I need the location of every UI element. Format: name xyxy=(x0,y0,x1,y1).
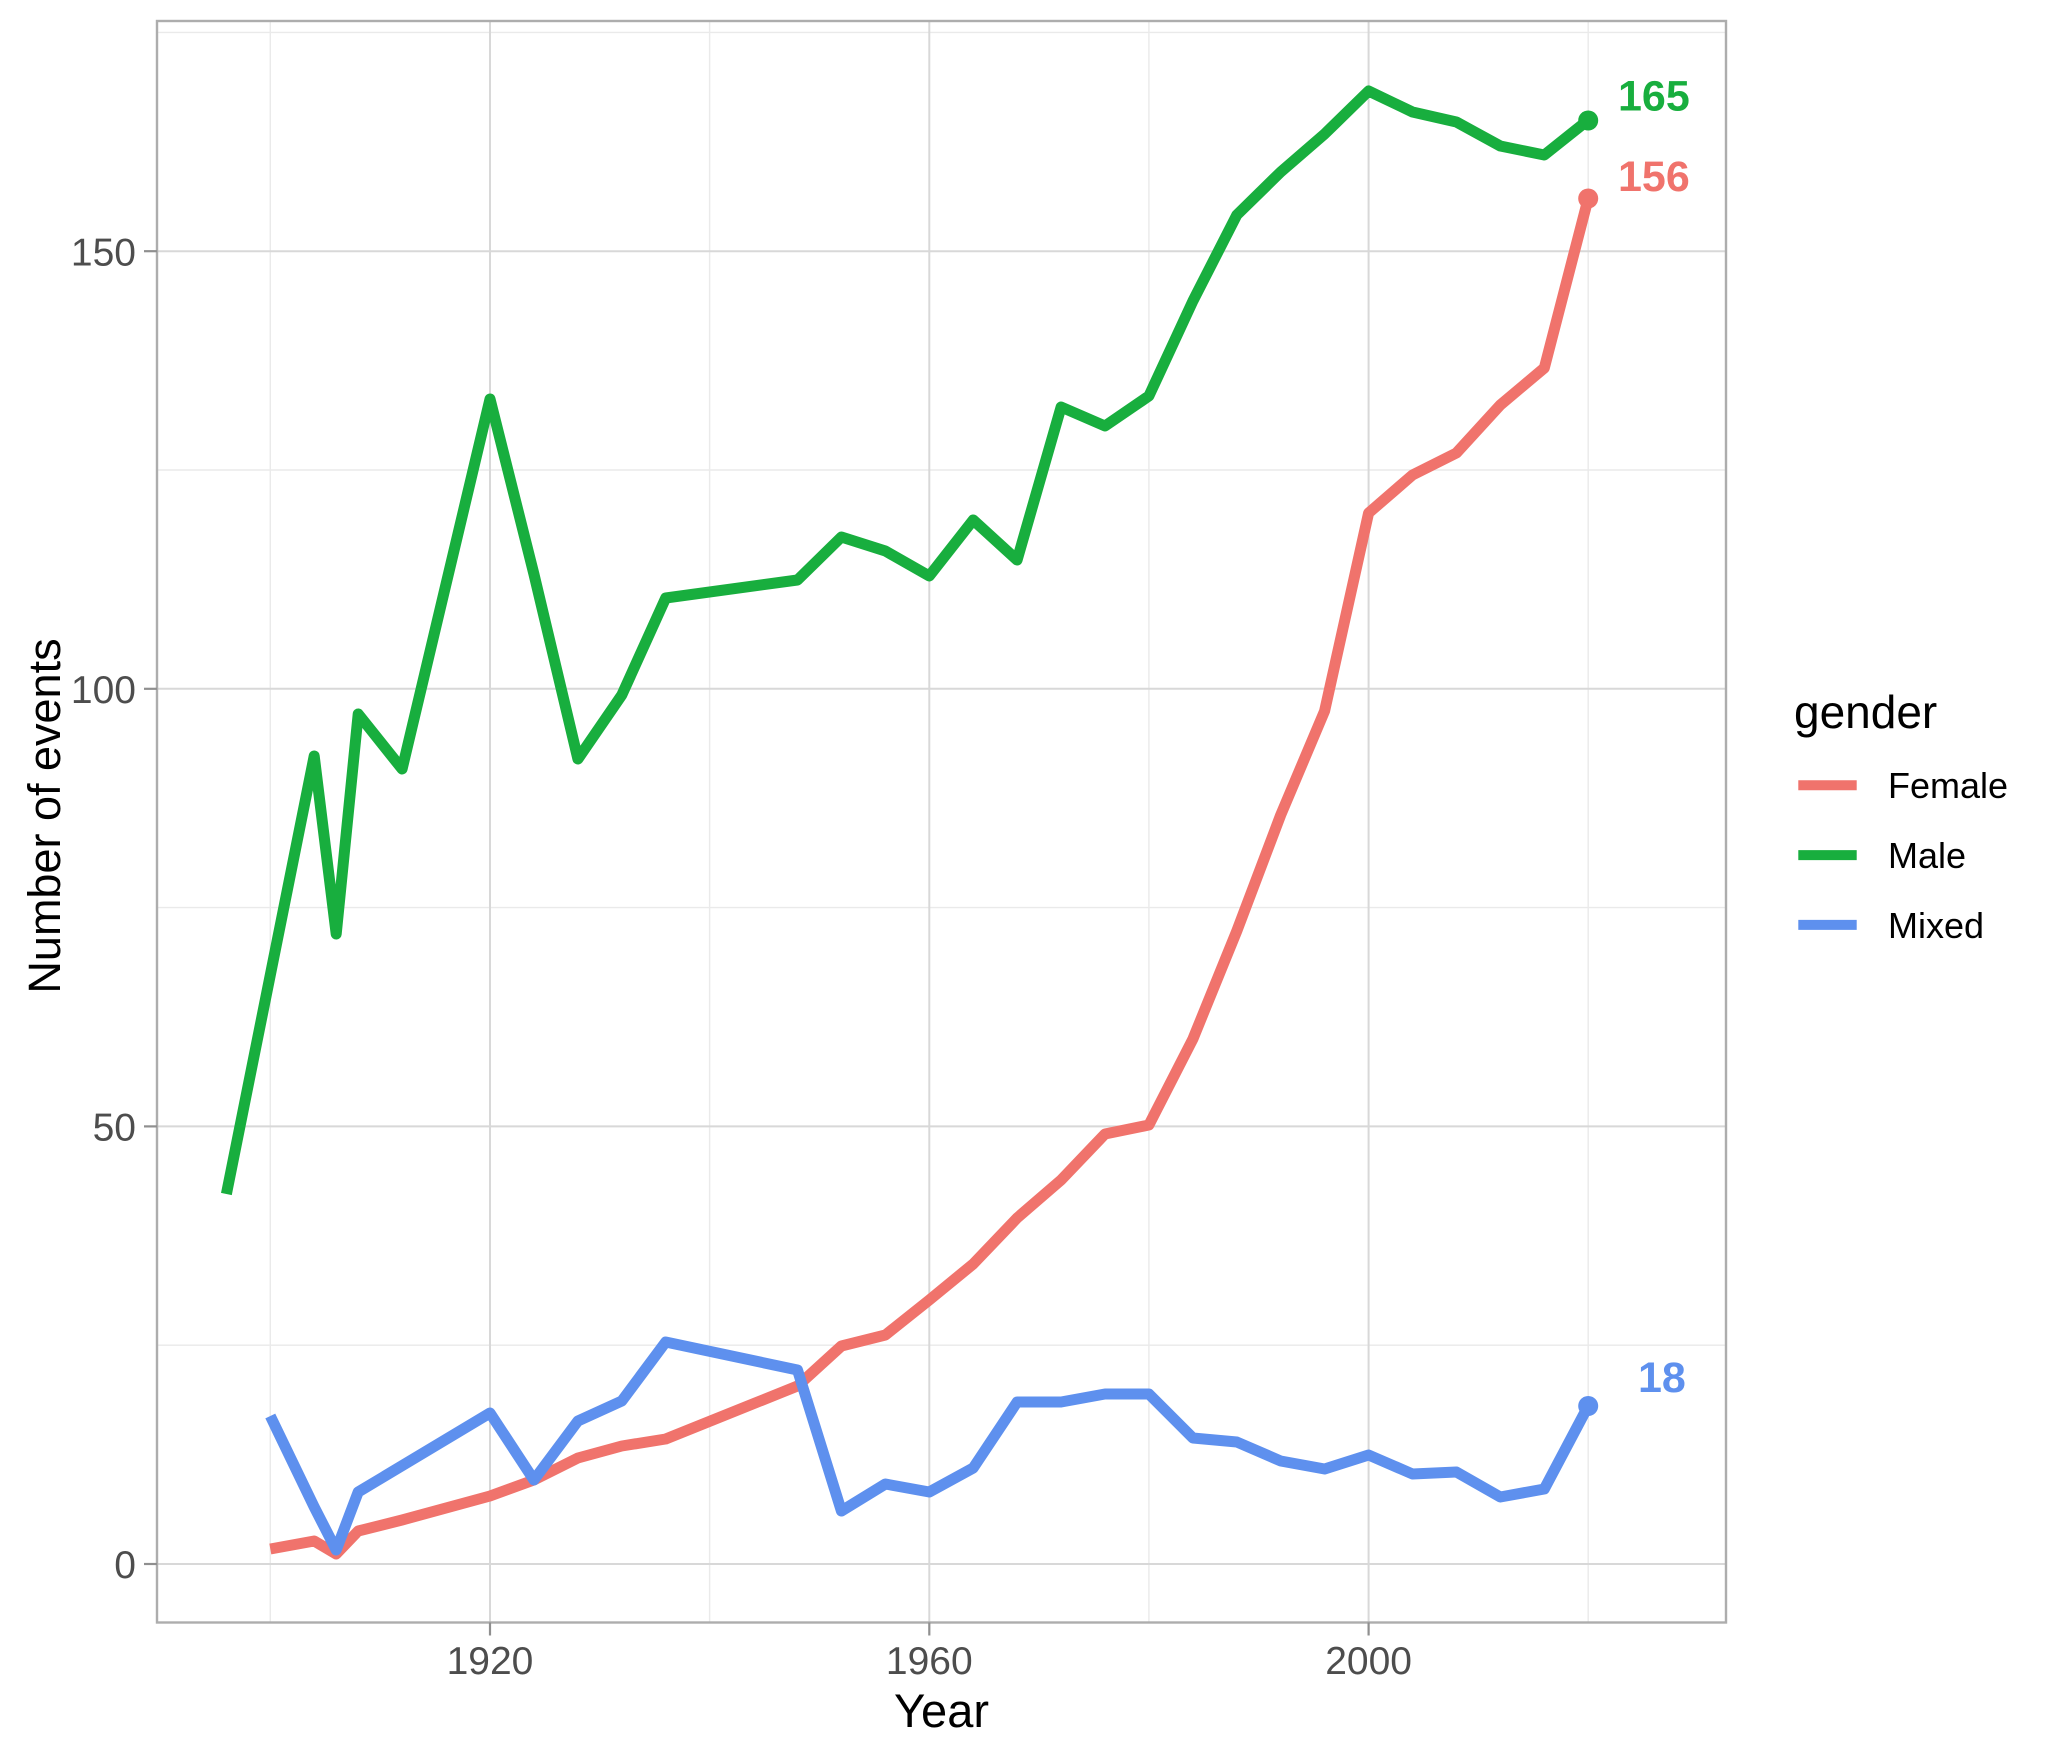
svg-text:50: 50 xyxy=(93,1107,136,1150)
svg-text:18: 18 xyxy=(1638,1354,1686,1402)
svg-text:gender: gender xyxy=(1794,686,1937,738)
svg-text:Male: Male xyxy=(1888,835,1966,876)
svg-text:Female: Female xyxy=(1888,765,2008,806)
svg-text:2000: 2000 xyxy=(1325,1640,1412,1683)
svg-text:1920: 1920 xyxy=(447,1640,534,1683)
svg-text:150: 150 xyxy=(71,231,136,274)
svg-text:Number of events: Number of events xyxy=(19,638,70,993)
svg-text:Year: Year xyxy=(894,1684,989,1737)
svg-text:165: 165 xyxy=(1618,73,1690,121)
svg-text:1960: 1960 xyxy=(886,1640,973,1683)
svg-text:156: 156 xyxy=(1618,153,1690,201)
svg-text:0: 0 xyxy=(114,1544,136,1587)
svg-text:Mixed: Mixed xyxy=(1888,905,1984,946)
svg-text:100: 100 xyxy=(71,669,136,712)
